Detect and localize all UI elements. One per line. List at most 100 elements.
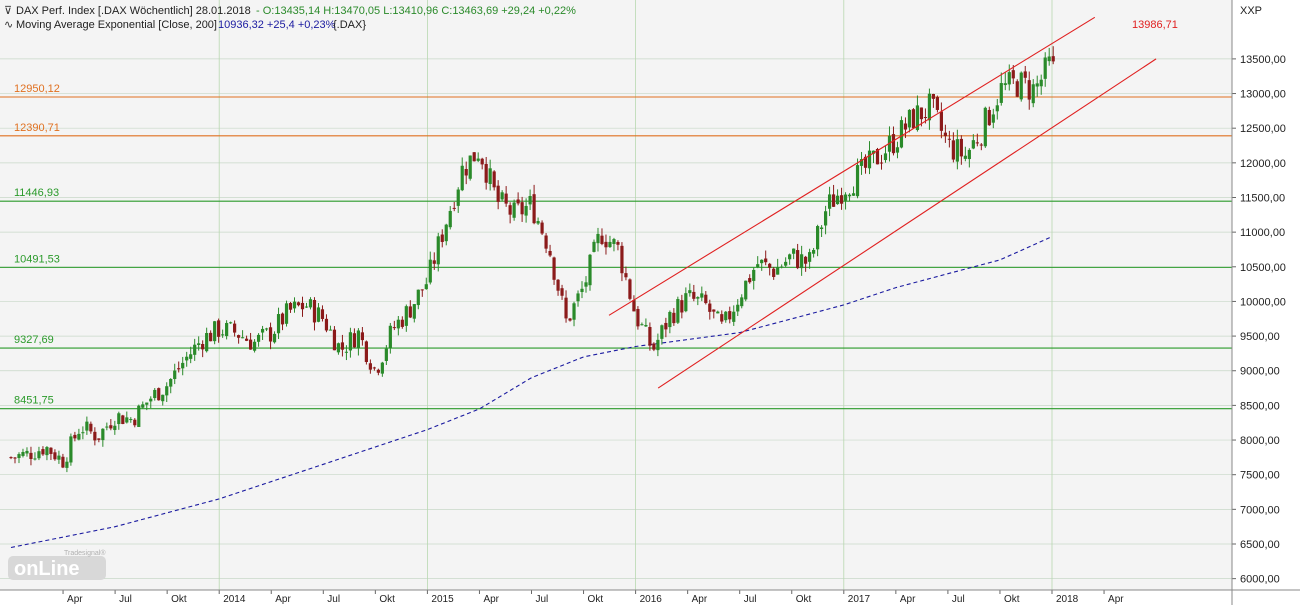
candle-body [899,120,904,148]
candle-body [532,194,536,224]
candle-body [177,368,181,370]
candle-body [344,351,349,353]
watermark-sub: Tradesignal® [64,549,106,557]
candle-body [57,455,61,460]
candle-body [21,451,25,456]
candle-body [41,449,45,455]
x-tick-label: 2016 [640,594,663,605]
candle-body [748,278,752,283]
candle-body [484,163,488,183]
candle-body [280,313,285,325]
candle-body [744,280,748,300]
legend-ma-title: Moving Average Exponential [Close, 200] [16,19,217,31]
candle-body [843,194,848,201]
x-tick-label: Apr [275,594,291,605]
candle-body [919,107,924,120]
candle-body [89,423,93,432]
candle-body [1047,56,1051,62]
candle-body [772,268,776,277]
grid [0,0,1232,590]
candle-body [800,254,804,269]
candle-body [608,241,612,248]
candle-body [404,306,408,326]
y-tick-label: 7500,00 [1240,470,1280,482]
candle-body [516,199,520,204]
legend-price-marker: ⊽ [4,5,12,17]
legend-ma-marker: ∿ [4,19,13,31]
candle-body [967,149,971,160]
candle-body [348,332,353,351]
channel-upper-line [608,16,1096,316]
candle-body [939,111,943,131]
candle-body [428,259,432,283]
candle-body [181,362,185,369]
legend-ma: ∿ Moving Average Exponential [Close, 200… [4,19,366,31]
candle-body [540,222,544,234]
candle-body [85,421,89,431]
candle-body [879,162,884,164]
candle-body [69,436,73,463]
candle-body [460,165,464,191]
candle-body [240,337,245,339]
candle-body [804,256,808,264]
candle-body [524,205,528,216]
candle-body [816,226,820,250]
candle-body [292,301,297,309]
candle-body [740,297,744,307]
candle-body [656,339,660,351]
candle-body [488,168,492,185]
ma-line [10,236,1053,549]
candle-body [1019,72,1023,100]
candle-body [780,266,784,268]
candle-body [440,234,444,242]
plot-area [0,0,1232,590]
candle-body [1027,80,1031,100]
candle-body [45,447,49,456]
candle-body [492,171,496,188]
level-label: 12950,12 [14,83,60,95]
candle-body [400,319,404,327]
candle-body [436,236,440,265]
candle-body [221,334,225,336]
candle-body [508,205,512,215]
x-tick-label: 2017 [848,594,871,605]
candle-body [444,224,448,242]
candle-body [588,254,592,286]
candle-body [764,258,768,263]
candle-body [276,314,281,334]
candle-body [153,389,157,399]
candle-body [109,425,113,429]
candle-body [768,263,772,268]
watermark-brand: onLine [14,558,80,580]
candle-body [97,438,101,440]
candle-body [831,194,836,207]
candle-body [863,156,868,168]
x-tick-label: Okt [588,594,604,605]
candle-body [376,369,380,373]
candle-body [125,417,129,423]
candle-body [189,354,193,359]
candle-body [660,325,664,339]
x-tick-label: Apr [900,594,916,605]
candle-body [859,159,864,166]
y-tick-label: 8500,00 [1240,400,1280,412]
y-tick-label: 9000,00 [1240,366,1280,378]
candle-body [113,425,117,431]
candle-body [360,332,364,341]
candle-body [596,233,600,244]
axis-label-right: XXP [1240,5,1262,17]
y-tick-label: 13500,00 [1240,54,1286,66]
candle-body [137,405,141,427]
candle-body [931,94,936,99]
candle-body [1043,57,1047,79]
x-tick-label: Apr [483,594,499,605]
candle-body [716,311,720,314]
y-tick-label: 8000,00 [1240,435,1280,447]
candle-body [688,290,692,294]
candle-body [300,302,305,310]
candle-body [324,318,329,331]
candle-body [304,306,309,308]
candle-body [472,152,476,162]
candle-body [548,250,552,256]
